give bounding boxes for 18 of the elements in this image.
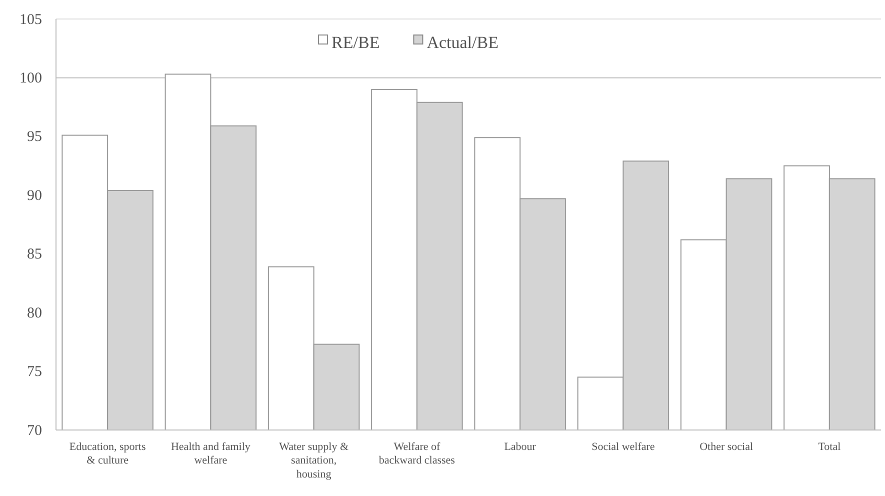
x-tick-label: Social welfare <box>592 440 655 453</box>
y-tick-label: 95 <box>27 129 42 146</box>
text: RE/BE <box>332 33 380 52</box>
x-tick-label: Total <box>818 440 841 453</box>
y-tick-label: 100 <box>20 70 42 87</box>
x-tick-label: Welfare of backward classes <box>378 440 455 467</box>
x-tick-label: Other social <box>700 440 754 453</box>
y-tick-label: 85 <box>27 246 42 263</box>
x-tick-label: Health and family welfare <box>170 440 251 467</box>
x-tick-label: Water supply & sanitation, housing <box>279 440 349 480</box>
x-tick-label: Education, sports & culture <box>69 440 146 467</box>
y-tick-label: 75 <box>27 364 42 380</box>
y-tick-label: 70 <box>27 422 42 439</box>
legend-label: Actual/BE <box>426 33 498 52</box>
y-tick-label: 90 <box>27 188 42 204</box>
y-tick-label: 80 <box>27 305 42 322</box>
y-tick-label: 105 <box>20 12 42 28</box>
x-tick-label: Labour <box>504 440 536 453</box>
